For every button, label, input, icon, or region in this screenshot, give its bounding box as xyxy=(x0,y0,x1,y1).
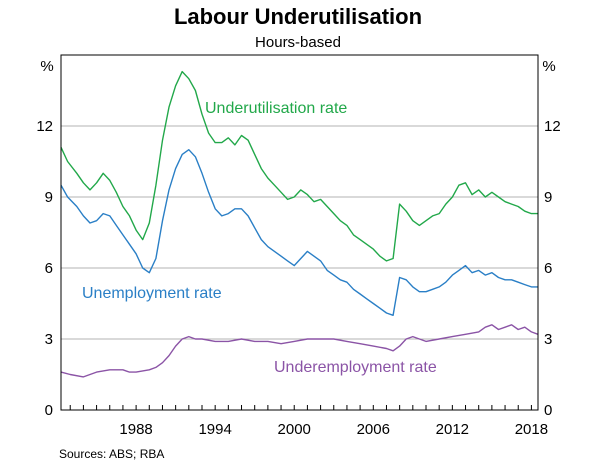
y-tick-right-3: 3 xyxy=(544,331,552,348)
right-unit-label: % xyxy=(542,58,555,75)
y-tick-left-12: 12 xyxy=(36,118,53,135)
y-tick-left-3: 3 xyxy=(45,331,53,348)
x-tick-2000: 2000 xyxy=(278,421,311,438)
x-tick-2012: 2012 xyxy=(436,421,469,438)
series-label-unemployment: Unemployment rate xyxy=(82,285,222,302)
y-tick-right-0: 0 xyxy=(544,402,552,419)
underemployment-rate-line xyxy=(60,324,539,378)
plot-frame xyxy=(60,54,539,411)
series-label-underutilisation: Underutilisation rate xyxy=(205,100,347,117)
y-tick-right-12: 12 xyxy=(544,118,561,135)
x-tick-1994: 1994 xyxy=(198,421,231,438)
underutilisation-rate-line xyxy=(60,70,538,262)
series-label-underemployment: Underemployment rate xyxy=(274,359,437,376)
axis-labels: 0 0 3 3 6 6 9 9 12 12 1988 1994 2000 2006 2012 2018 xyxy=(36,118,560,438)
source-note: Sources: ABS; RBA xyxy=(59,447,164,461)
left-unit-label: % xyxy=(40,58,53,75)
y-tick-right-6: 6 xyxy=(544,260,552,277)
x-tick-2018: 2018 xyxy=(515,421,548,438)
chart-subtitle: Hours-based xyxy=(255,34,341,51)
y-tick-right-9: 9 xyxy=(544,189,552,206)
series-lines xyxy=(60,70,539,378)
x-tick-1988: 1988 xyxy=(119,421,152,438)
unemployment-rate-line xyxy=(60,149,538,316)
x-tick-2006: 2006 xyxy=(357,421,390,438)
y-tick-left-0: 0 xyxy=(45,402,53,419)
chart-title: Labour Underutilisation xyxy=(174,4,422,29)
y-tick-left-6: 6 xyxy=(45,260,53,277)
y-tick-left-9: 9 xyxy=(45,189,53,206)
gridlines xyxy=(61,125,538,340)
